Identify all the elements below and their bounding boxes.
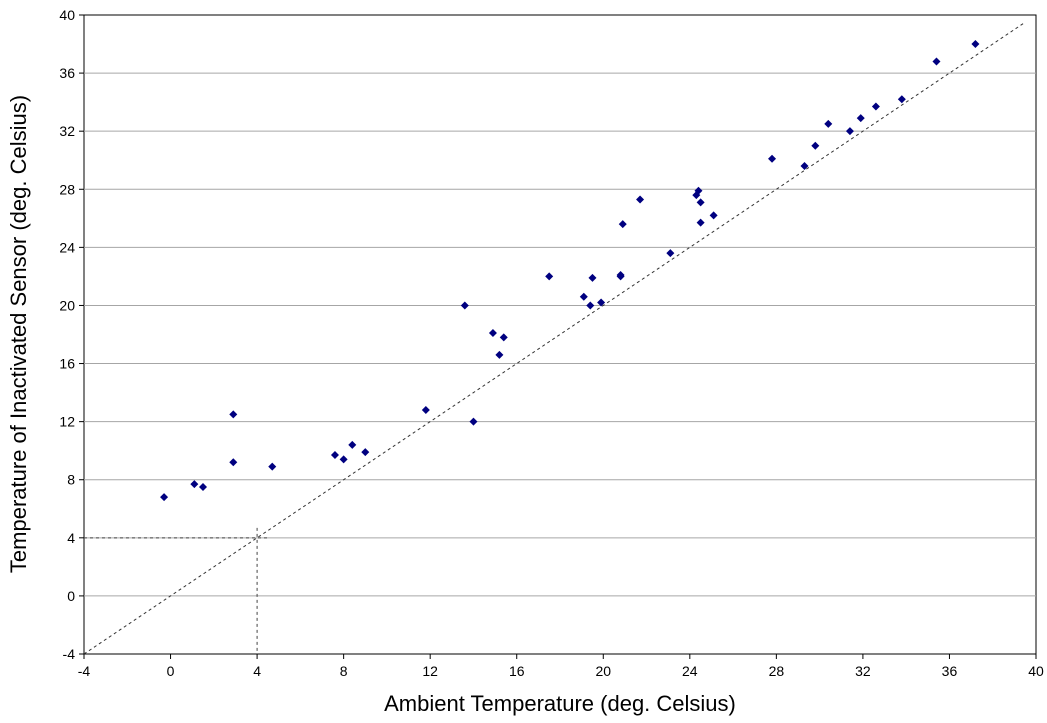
data-point-25	[666, 249, 675, 258]
reference-line	[83, 21, 1026, 655]
data-point-36	[856, 114, 865, 123]
data-point-1	[190, 480, 199, 489]
y-tick-label-4: 12	[59, 414, 75, 430]
data-point-40	[971, 40, 980, 49]
data-point-38	[897, 95, 906, 104]
data-points	[160, 40, 980, 502]
data-point-2	[199, 482, 207, 491]
data-point-16	[545, 272, 554, 281]
data-point-31	[768, 154, 777, 163]
data-point-28	[696, 198, 705, 207]
y-tick-label-1: 0	[67, 588, 75, 604]
data-point-5	[268, 462, 277, 471]
x-axis-label: Ambient Temperature (deg. Celsius)	[384, 691, 736, 716]
x-tick-label-4: 12	[422, 663, 438, 679]
x-axis-ticks: -4 0 4 8 12 16 20 24 28 32 36 40	[78, 654, 1044, 679]
data-point-32	[800, 162, 809, 171]
data-point-23	[618, 220, 627, 229]
data-point-22	[616, 270, 625, 279]
y-tick-label-2: 4	[67, 530, 75, 546]
data-point-30	[709, 211, 718, 220]
x-tick-label-1: 0	[167, 663, 175, 679]
data-point-12	[469, 417, 478, 426]
data-point-14	[495, 350, 504, 359]
y-tick-label-9: 32	[59, 123, 75, 139]
data-point-37	[871, 102, 880, 111]
data-point-7	[339, 455, 348, 464]
x-tick-label-0: -4	[78, 663, 91, 679]
y-tick-label-5: 16	[59, 356, 75, 372]
data-point-33	[811, 141, 820, 150]
x-tick-label-3: 8	[340, 663, 348, 679]
data-point-4	[229, 458, 238, 467]
y-tick-label-10: 36	[59, 65, 75, 81]
data-point-18	[586, 301, 595, 310]
data-point-8	[348, 440, 357, 449]
x-tick-label-6: 20	[595, 663, 611, 679]
data-point-0	[160, 493, 169, 502]
y-tick-label-7: 24	[59, 239, 75, 255]
data-point-19	[588, 273, 597, 282]
y-tick-label-11: 40	[59, 7, 75, 23]
y-axis-ticks: -4 0 4 8 12 16 20 24 28 32 36 40	[59, 7, 84, 662]
data-point-29	[696, 218, 705, 227]
y-tick-label-6: 20	[59, 297, 75, 313]
data-point-6	[330, 451, 339, 460]
x-tick-label-2: 4	[253, 663, 261, 679]
guide-lines	[84, 527, 268, 654]
x-tick-label-10: 36	[942, 663, 958, 679]
data-point-10	[421, 406, 430, 415]
data-point-39	[932, 57, 941, 66]
y-tick-label-0: -4	[63, 646, 76, 662]
data-point-17	[579, 292, 588, 301]
x-tick-label-9: 32	[855, 663, 871, 679]
data-point-9	[361, 448, 370, 457]
y-tick-label-3: 8	[67, 472, 75, 488]
x-tick-label-8: 28	[769, 663, 785, 679]
data-point-27	[694, 186, 703, 195]
data-point-34	[824, 119, 833, 128]
data-point-15	[499, 333, 508, 342]
data-point-24	[636, 195, 645, 204]
data-point-11	[460, 301, 469, 310]
identity-line	[83, 21, 1026, 655]
x-tick-label-5: 16	[509, 663, 525, 679]
data-point-13	[488, 329, 497, 338]
data-point-35	[845, 127, 854, 136]
data-point-20	[597, 298, 606, 307]
y-tick-label-8: 28	[59, 181, 75, 197]
y-axis-label: Temperature of Inactivated Sensor (deg. …	[6, 95, 31, 573]
x-tick-label-7: 24	[682, 663, 698, 679]
data-point-3	[229, 410, 238, 419]
x-tick-label-11: 40	[1028, 663, 1044, 679]
